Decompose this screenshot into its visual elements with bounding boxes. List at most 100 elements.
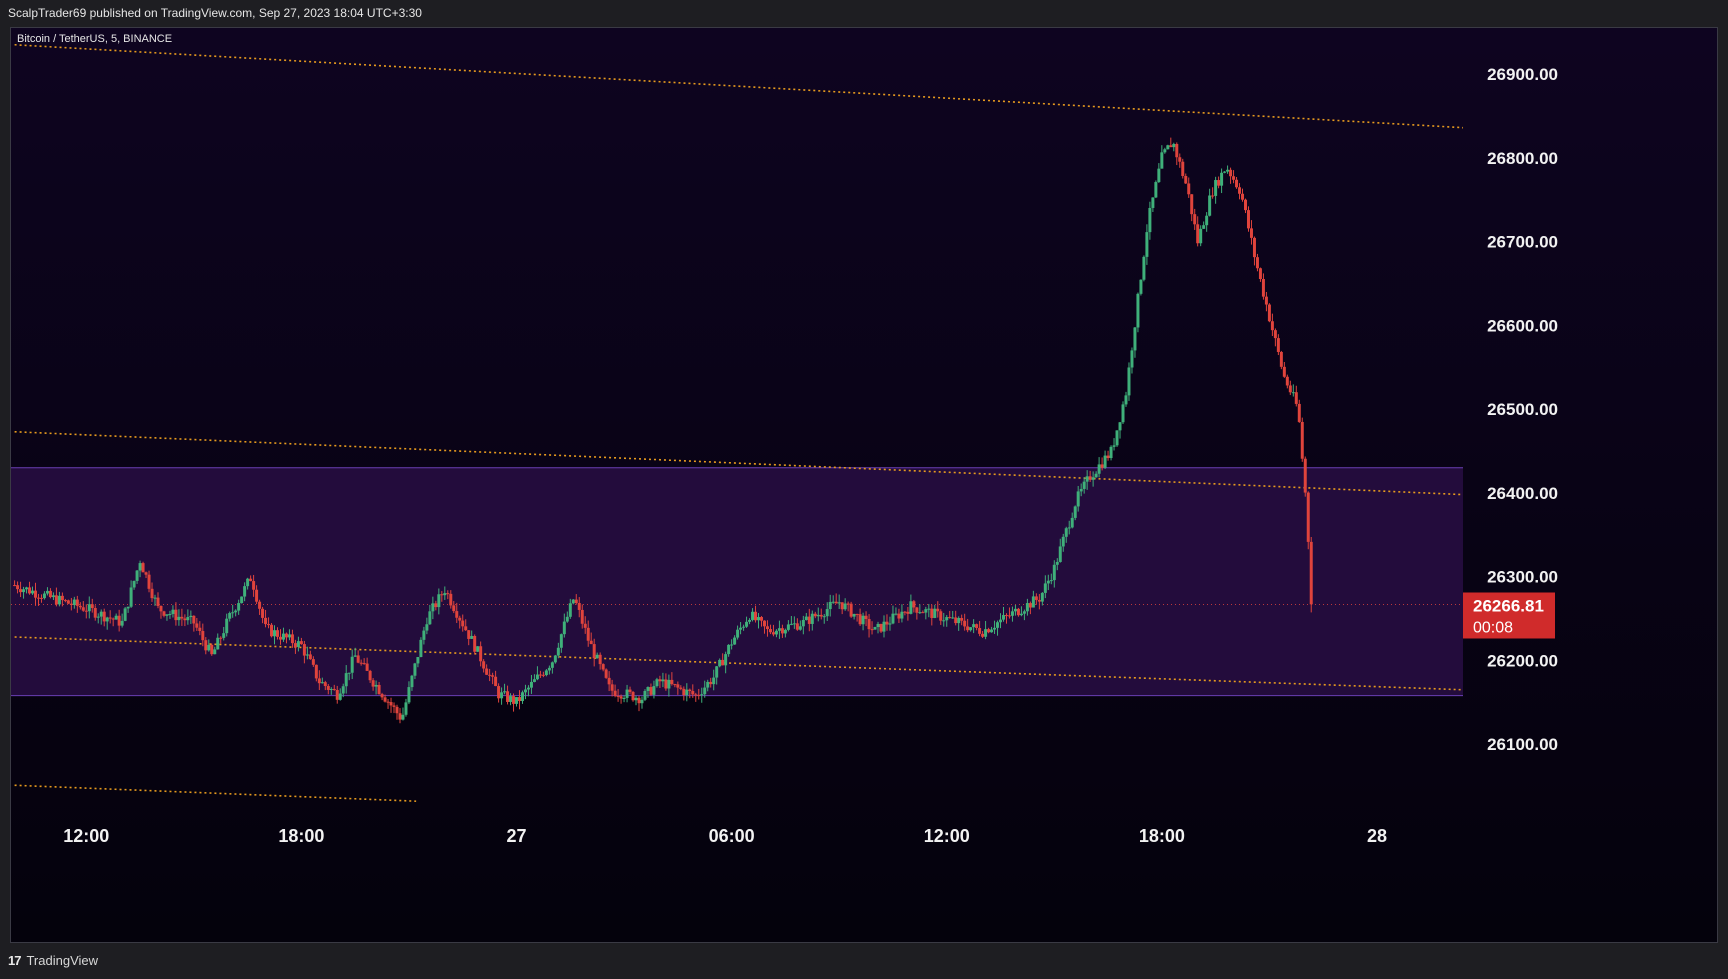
candle-body — [353, 655, 357, 657]
candle — [1112, 438, 1116, 451]
y-tick-label: 26500.00 — [1487, 400, 1558, 419]
tradingview-logo[interactable]: 17 TradingView — [8, 953, 98, 968]
candle-body — [888, 623, 892, 625]
candle — [658, 675, 662, 689]
candle-body — [428, 611, 432, 625]
candle — [452, 601, 456, 614]
candle — [111, 617, 115, 627]
candle — [655, 677, 659, 688]
candle — [921, 610, 925, 614]
candle — [876, 621, 880, 634]
candle — [703, 680, 707, 698]
candle — [389, 697, 393, 713]
candle — [440, 591, 444, 602]
candle-body — [1067, 527, 1071, 529]
candle — [398, 708, 402, 724]
candle — [434, 600, 438, 611]
x-axis: 12:00 18:00 27 06:00 12:00 18:00 28 — [63, 826, 1387, 846]
candle-body — [616, 695, 620, 697]
candle-body — [852, 613, 856, 617]
candle — [1267, 303, 1271, 323]
candle-body — [1019, 613, 1023, 616]
candle-body — [219, 637, 223, 639]
candle — [777, 620, 781, 639]
candle — [1172, 142, 1176, 152]
candlestick-chart[interactable]: Bitcoin / TetherUS, 5, BINANCE26900.0026… — [11, 28, 1717, 942]
candle — [589, 632, 593, 645]
candle — [1184, 173, 1188, 184]
candle-body — [715, 666, 719, 678]
candle — [1249, 220, 1253, 245]
candle-body — [999, 619, 1003, 623]
candle — [33, 582, 37, 606]
candle-body — [1157, 168, 1161, 183]
candle — [780, 624, 784, 638]
candle-body — [1043, 583, 1047, 593]
candle-body — [789, 623, 793, 625]
candle — [39, 594, 43, 603]
candle — [529, 674, 533, 694]
candle-body — [180, 616, 184, 619]
candle-body — [792, 623, 796, 625]
candle — [1160, 145, 1164, 169]
candle-body — [57, 595, 61, 605]
candle-body — [93, 607, 97, 618]
candle — [801, 615, 805, 635]
candle — [1246, 206, 1250, 232]
candle — [694, 692, 698, 702]
candle — [1175, 142, 1179, 166]
y-tick-label: 26400.00 — [1487, 484, 1558, 503]
candle — [284, 632, 288, 644]
candle-body — [156, 597, 160, 606]
x-tick-label: 28 — [1367, 826, 1387, 846]
candle — [28, 581, 32, 595]
candle — [912, 599, 916, 613]
candle-body — [876, 623, 880, 628]
candle-body — [574, 599, 578, 604]
candle — [347, 672, 351, 681]
candle-body — [754, 611, 758, 621]
candle — [1199, 225, 1203, 247]
candle — [978, 620, 982, 637]
candle-body — [1163, 149, 1167, 153]
candle-body — [1058, 546, 1062, 562]
candle — [577, 597, 581, 618]
candle — [598, 652, 602, 670]
candle-body — [485, 668, 489, 675]
x-tick-label: 18:00 — [278, 826, 324, 846]
candle — [945, 615, 949, 627]
candle-body — [147, 574, 151, 589]
candle — [1208, 188, 1212, 217]
candle-body — [765, 626, 769, 630]
candle — [1076, 485, 1080, 512]
candle — [31, 586, 35, 595]
candle — [470, 630, 474, 639]
candle-body — [464, 626, 468, 631]
candle-body — [404, 702, 408, 715]
candle-body — [461, 620, 465, 627]
candle-body — [1187, 183, 1191, 195]
candle-body — [25, 587, 29, 590]
candle-body — [1022, 611, 1026, 614]
candle — [601, 663, 605, 672]
candle — [234, 609, 238, 617]
symbol-label: Bitcoin / TetherUS, 5, BINANCE — [17, 33, 172, 45]
candle-body — [159, 605, 163, 612]
candle — [150, 582, 154, 602]
candle — [1282, 361, 1286, 378]
candle — [1202, 221, 1206, 229]
candle-body — [730, 644, 734, 646]
chart-frame[interactable]: Bitcoin / TetherUS, 5, BINANCE 26900.00 26… — [10, 27, 1718, 943]
range-zone — [11, 467, 1463, 696]
candle — [362, 658, 366, 665]
candle-body — [619, 696, 623, 699]
candle-body — [338, 693, 342, 700]
candle-body — [831, 601, 835, 603]
candle — [1187, 177, 1191, 198]
candle-body — [517, 697, 521, 702]
candle — [559, 633, 563, 653]
candle — [1169, 137, 1173, 148]
candle-body — [422, 630, 426, 640]
candle — [428, 604, 432, 625]
candle — [305, 646, 309, 660]
